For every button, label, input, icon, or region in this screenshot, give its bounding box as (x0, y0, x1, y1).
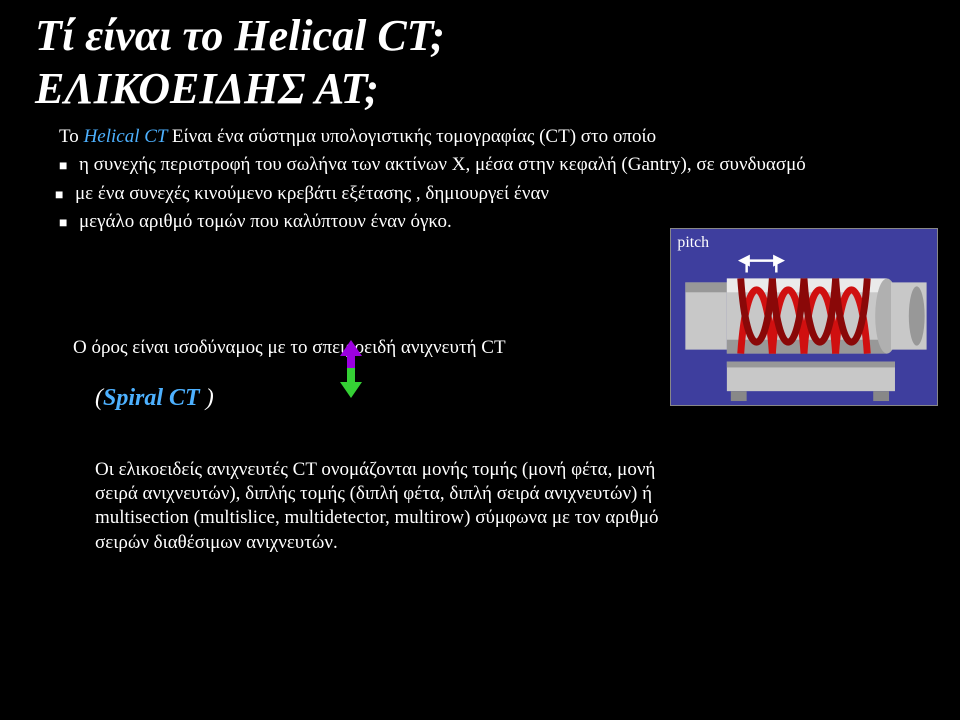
spiral-blue: Spiral CT (103, 385, 200, 411)
stand-leg (731, 391, 747, 401)
intro-line: Το Ηelical CT Είναι ένα σύστημα υπολογισ… (59, 124, 925, 150)
paren-close: ) (200, 385, 214, 411)
bullet-item: η συνεχής περιστροφή του σωλήνα των ακτί… (59, 151, 925, 180)
title-line1: Τί είναι το Helical CT; (35, 11, 445, 60)
foot-block (685, 282, 727, 349)
detectors-paragraph: Οι ελικοειδείς ανιχνευτές CT ονομάζονται… (95, 458, 665, 555)
intro-blue: Ηelical CT (84, 126, 172, 147)
stand-shade (727, 361, 895, 367)
head-end (909, 286, 925, 345)
pitch-diagram: pitch (670, 228, 938, 406)
arrow-up (340, 340, 362, 370)
foot-shade (685, 282, 727, 292)
slide-title: Τί είναι το Helical CT; ΕΛΙΚΟΕΙΔΗΣ ΑΤ; (35, 10, 925, 116)
double-arrow-icon (340, 340, 362, 398)
title-line2: ΕΛΙΚΟΕΙΔΗΣ ΑΤ; (35, 64, 379, 113)
intro-rest: Είναι ένα σύστημα υπολογιστικής τομογραφ… (172, 126, 656, 147)
arrow-down (340, 368, 362, 398)
intro-prefix: Το (59, 126, 84, 147)
bullet-list: η συνεχής περιστροφή του σωλήνα των ακτί… (59, 151, 925, 237)
bullet-item: με ένα συνεχές κινούμενο κρεβάτι εξέταση… (55, 180, 925, 209)
paren-open: ( (95, 385, 103, 411)
pitch-label: pitch (677, 234, 709, 251)
stand-leg (873, 391, 889, 401)
